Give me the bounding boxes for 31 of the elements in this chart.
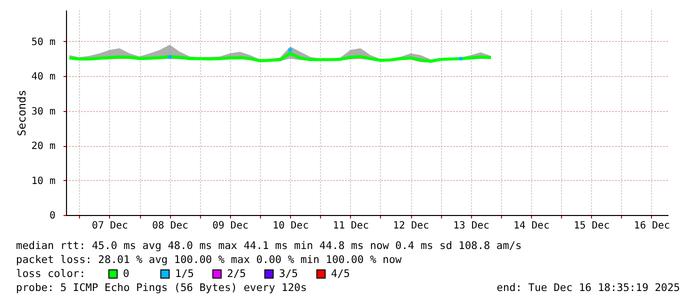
point <box>288 48 292 52</box>
x-tick-label: 11 Dec <box>332 220 369 232</box>
text: median rtt: 45.0 ms avg 48.0 ms max 44.1 ms min 44.8 ms now 0.4 ms sd 108.8 am/s <box>16 240 522 252</box>
text: end: Tue Dec 16 18:35:19 2025 <box>496 282 680 294</box>
legend-label: 4/5 <box>331 268 350 280</box>
y-axis-title: Seconds <box>15 90 28 136</box>
x-tick-label: 08 Dec <box>152 220 188 232</box>
legend-label: 1/5 <box>175 268 194 280</box>
x-tick-label: 07 Dec <box>92 220 128 232</box>
x-tick-label: 14 Dec <box>513 220 550 232</box>
y-tick-label: 50 m <box>31 36 56 48</box>
y-tick-label: 20 m <box>31 141 56 152</box>
line-series <box>68 52 492 63</box>
point <box>459 56 463 60</box>
legend-label: 3/5 <box>279 268 298 280</box>
text: loss color: <box>16 268 86 280</box>
x-tick-label: 16 Dec <box>634 220 670 232</box>
x-tick-label: 09 Dec <box>212 220 248 232</box>
legend-label: 2/5 <box>227 268 246 280</box>
text: packet loss: 28.01 % avg 100.00 % max 0.00 % min 100.00 % now <box>16 254 402 266</box>
x-tick-label: 15 Dec <box>574 220 610 232</box>
x-tick-label: 12 Dec <box>393 220 430 232</box>
y-tick-label: 40 m <box>31 72 56 83</box>
y-tick-label: 0 <box>49 210 56 222</box>
point <box>168 55 172 59</box>
x-tick-label: 13 Dec <box>453 220 490 232</box>
text: probe: 5 ICMP Echo Pings (56 Bytes) every 120s <box>16 282 307 294</box>
y-tick-label: 10 m <box>31 176 56 187</box>
legend-label: 0 <box>123 268 130 280</box>
x-tick-label: 10 Dec <box>272 220 309 232</box>
y-tick-label: 30 m <box>31 106 56 118</box>
